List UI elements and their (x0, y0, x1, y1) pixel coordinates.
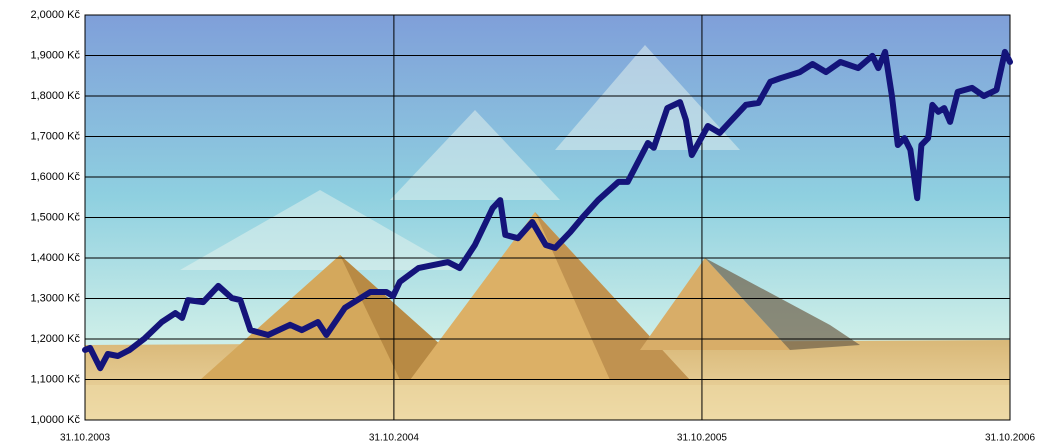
y-tick-label: 1,3000 Kč (30, 292, 80, 304)
y-tick-label: 1,6000 Kč (30, 171, 80, 183)
line (82, 48, 1013, 372)
y-tick-label: 1,5000 Kč (30, 211, 80, 223)
x-tick-label: 31.10.2003 (60, 433, 110, 444)
y-tick-label: 2,0000 Kč (30, 9, 80, 21)
y-tick-label: 1,7000 Kč (30, 130, 80, 142)
y-tick-label: 1,0000 Kč (30, 414, 80, 426)
y-tick-label: 1,9000 Kč (30, 49, 80, 61)
x-tick-label: 31.10.2004 (369, 433, 419, 444)
y-tick-label: 1,4000 Kč (30, 252, 80, 264)
y-tick-label: 1,1000 Kč (30, 373, 80, 385)
x-tick-label: 31.10.2006 (985, 433, 1035, 444)
x-tick-label: 31.10.2005 (677, 433, 727, 444)
y-tick-label: 1,2000 Kč (30, 333, 80, 345)
y-tick-label: 1,8000 Kč (30, 90, 80, 102)
